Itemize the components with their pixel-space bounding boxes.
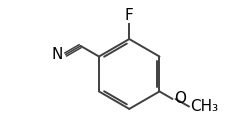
Text: N: N	[51, 47, 62, 62]
Text: CH₃: CH₃	[189, 99, 217, 114]
Text: O: O	[173, 92, 185, 106]
Text: F: F	[124, 8, 133, 23]
